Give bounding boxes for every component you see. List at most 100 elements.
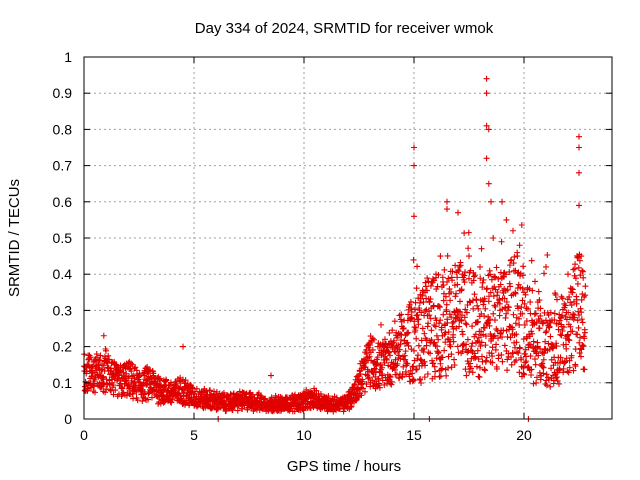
data-point [485,180,492,187]
data-point [519,297,526,304]
y-tick-label: 1 [64,49,72,65]
data-point [387,374,394,381]
data-point [374,354,381,361]
data-point [555,326,562,333]
data-point [400,325,407,332]
data-point [389,344,396,351]
data-point [405,329,412,336]
data-point [501,342,508,349]
data-point [408,308,415,315]
data-point [193,385,200,392]
data-point [537,312,544,319]
data-point [437,317,444,324]
data-point [411,144,417,151]
data-point [578,253,585,260]
data-point [539,363,546,370]
data-point [566,364,573,371]
data-point [189,384,196,391]
data-point [172,382,179,389]
data-point [496,300,503,307]
data-point [541,270,548,277]
data-point [449,319,456,326]
data-point [426,312,433,319]
data-point [408,305,415,312]
data-point [557,331,564,338]
data-point [570,367,577,374]
data-point [544,374,551,381]
data-point [499,334,505,341]
data-point [483,90,490,97]
data-point [412,324,419,331]
data-point [548,365,555,372]
data-point [466,253,472,260]
data-point [557,315,564,322]
data-point [516,242,523,249]
data-point [574,280,581,287]
data-point [571,314,578,321]
data-point [565,309,572,316]
data-point [566,337,573,344]
data-point [407,298,414,305]
data-point [280,397,287,404]
data-point [394,360,401,367]
data-point [568,302,575,309]
data-point [481,366,488,373]
data-point [527,310,534,317]
data-point [100,332,107,339]
data-point [575,264,582,271]
data-point [552,291,559,298]
chart-title: Day 334 of 2024, SRMTID for receiver wmo… [195,20,494,37]
data-point [428,336,435,343]
data-point [366,353,373,360]
data-point [559,295,566,302]
data-point [443,301,450,308]
data-point [497,330,504,337]
data-point [551,310,558,317]
data-point [577,305,584,312]
data-point [437,373,444,380]
data-point [476,374,483,381]
data-point [405,342,412,349]
data-point [379,371,386,378]
data-point [513,331,520,338]
data-point [527,353,534,360]
data-point [528,328,535,335]
data-point [471,273,478,280]
data-point [413,285,420,292]
data-point [508,361,515,368]
data-point [507,283,514,290]
data-point [578,316,585,323]
data-point [108,387,115,394]
data-point [451,362,458,369]
data-point [559,312,566,319]
data-point [508,256,515,263]
data-point [398,337,405,344]
data-point [444,279,450,286]
data-point [521,289,527,296]
data-point [123,370,130,377]
data-point [581,335,588,342]
data-point [577,353,584,360]
data-point [184,380,191,387]
data-point [504,356,511,363]
data-point [547,309,554,316]
data-point [502,271,509,278]
data-point [166,382,173,389]
data-point [477,364,483,371]
data-point [102,389,109,396]
data-point [425,278,432,285]
data-point [448,364,455,371]
data-point [367,339,373,346]
data-point [577,334,584,341]
data-point [520,263,527,270]
data-point [95,362,102,369]
data-point [493,365,500,372]
data-point [425,320,432,327]
data-point [478,339,485,346]
data-point [383,356,390,363]
data-point [409,363,416,370]
data-point [447,297,454,304]
data-point [411,347,417,354]
data-point [530,380,537,387]
data-point [462,320,469,327]
